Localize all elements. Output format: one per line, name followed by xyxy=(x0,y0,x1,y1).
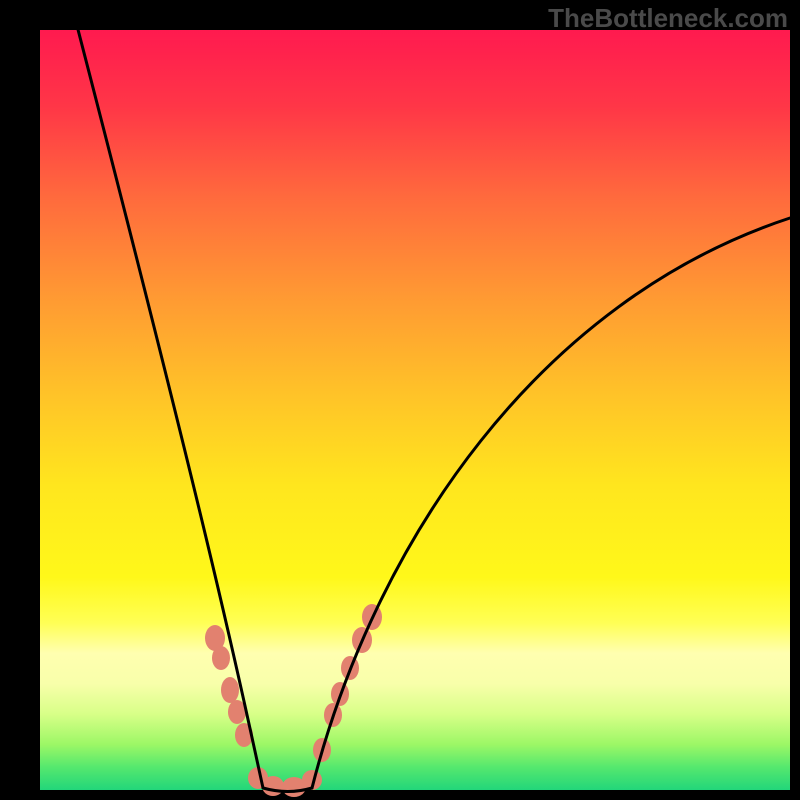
curve-right xyxy=(312,218,790,788)
chart-overlay-svg xyxy=(0,0,800,800)
data-marker xyxy=(262,776,284,796)
watermark-text: TheBottleneck.com xyxy=(548,3,788,34)
curve-left xyxy=(75,18,263,788)
chart-canvas: TheBottleneck.com xyxy=(0,0,800,800)
data-marker xyxy=(221,677,239,703)
data-marker xyxy=(212,646,230,670)
marker-group xyxy=(205,604,382,797)
